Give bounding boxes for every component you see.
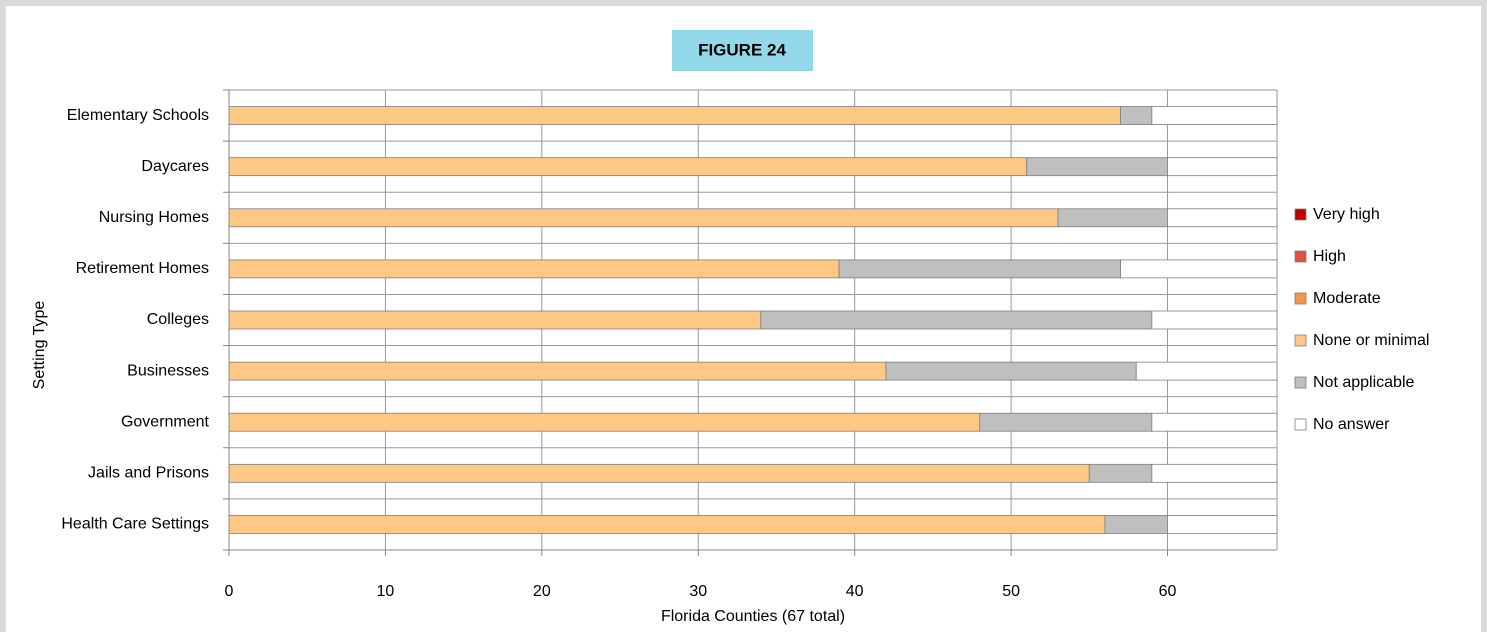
bar-segment bbox=[1088, 463, 1153, 483]
bar-segment bbox=[838, 259, 1121, 279]
legend-label: None or minimal bbox=[1313, 332, 1429, 349]
bar-segment bbox=[228, 259, 840, 279]
bar-segment bbox=[1167, 157, 1278, 177]
y-tick-label: Jails and Prisons bbox=[88, 465, 209, 482]
bar-segment bbox=[1151, 412, 1278, 432]
bar-segment bbox=[1135, 361, 1278, 381]
legend-swatch bbox=[1294, 334, 1307, 347]
bar-segment bbox=[1104, 515, 1168, 534]
legend-label: Not applicable bbox=[1313, 374, 1415, 391]
y-tick-label: Government bbox=[121, 413, 210, 430]
legend-swatch bbox=[1294, 376, 1307, 389]
legend-swatch bbox=[1294, 208, 1307, 221]
x-tick-label: 30 bbox=[689, 583, 707, 600]
y-tick-label: Retirement Homes bbox=[76, 260, 209, 277]
bar-segment bbox=[228, 208, 1059, 228]
y-tick-label: Colleges bbox=[147, 311, 209, 328]
x-tick-label: 50 bbox=[1002, 583, 1020, 600]
x-tick-label: 20 bbox=[533, 583, 551, 600]
y-tick-label: Health Care Settings bbox=[61, 516, 209, 533]
legend-label: Moderate bbox=[1313, 290, 1381, 307]
legend-label: No answer bbox=[1313, 416, 1390, 433]
bar-segment bbox=[228, 463, 1090, 483]
bar-segment bbox=[1120, 106, 1153, 125]
bar-segment bbox=[1026, 157, 1168, 177]
bar-segment bbox=[1120, 259, 1278, 279]
y-tick-label: Businesses bbox=[127, 362, 209, 379]
x-tick-label: 60 bbox=[1159, 583, 1177, 600]
bar-segment bbox=[228, 157, 1028, 177]
x-tick-label: 10 bbox=[377, 583, 395, 600]
bar-segment bbox=[228, 361, 887, 381]
y-tick-label: Daycares bbox=[141, 158, 209, 175]
y-axis-title: Setting Type bbox=[31, 301, 48, 390]
bar-segment bbox=[1151, 106, 1278, 125]
legend-label: Very high bbox=[1313, 206, 1380, 223]
x-axis-title: Florida Counties (67 total) bbox=[661, 608, 845, 625]
x-tick-label: 40 bbox=[846, 583, 864, 600]
y-tick-label: Elementary Schools bbox=[67, 107, 209, 124]
bar-segment bbox=[1167, 515, 1278, 534]
legend-label: High bbox=[1313, 248, 1346, 265]
bar-segment bbox=[1151, 310, 1278, 330]
bar-segment bbox=[1167, 208, 1278, 228]
bar-segment bbox=[228, 106, 1121, 125]
title-box bbox=[672, 30, 813, 71]
bar-segment bbox=[228, 310, 762, 330]
x-tick-label: 0 bbox=[225, 583, 234, 600]
chart-title: FIGURE 24 bbox=[698, 40, 786, 59]
legend-swatch bbox=[1294, 418, 1307, 431]
bar-segment bbox=[228, 515, 1106, 534]
bar-segment bbox=[760, 310, 1153, 330]
bar-segment bbox=[885, 361, 1137, 381]
bar-segment bbox=[1057, 208, 1168, 228]
legend-swatch bbox=[1294, 292, 1307, 305]
bar-segment bbox=[1151, 463, 1278, 483]
bar-segment bbox=[228, 412, 981, 432]
legend-swatch bbox=[1294, 250, 1307, 263]
bar-segment bbox=[979, 412, 1153, 432]
y-tick-label: Nursing Homes bbox=[99, 209, 209, 226]
